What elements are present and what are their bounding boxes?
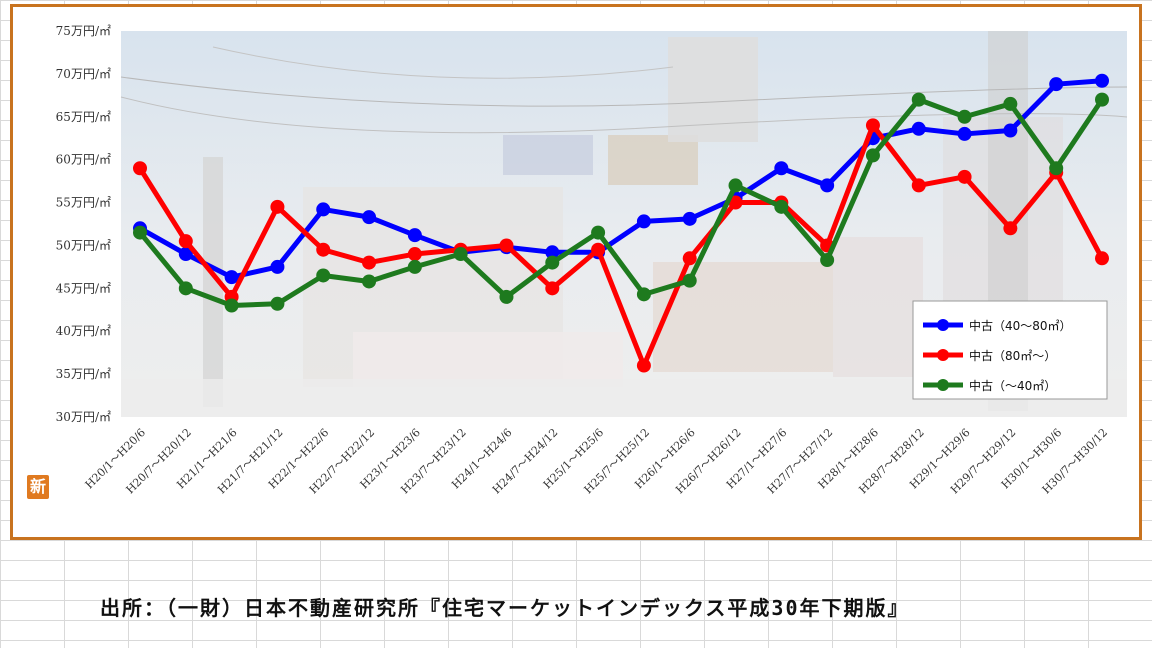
new-badge-icon: 新: [27, 475, 49, 499]
legend-label: 中古（～40㎡）: [969, 378, 1056, 393]
data-point: [682, 211, 697, 226]
data-point: [407, 228, 422, 243]
data-point: [316, 202, 331, 217]
data-point: [774, 161, 789, 176]
data-point: [133, 161, 147, 176]
legend-marker: [937, 349, 949, 361]
data-point: [1003, 123, 1018, 138]
data-point: [774, 199, 789, 214]
data-point: [911, 92, 926, 107]
legend-marker: [937, 319, 949, 331]
data-point: [545, 255, 560, 270]
y-tick-label: 35万円/㎡: [56, 367, 111, 381]
data-point: [636, 358, 651, 373]
data-point: [178, 234, 193, 249]
data-point: [1003, 221, 1018, 236]
legend-label: 中古（80㎡～）: [969, 348, 1056, 363]
data-point: [682, 251, 697, 266]
series-line: [137, 122, 1105, 369]
y-tick-label: 65万円/㎡: [56, 110, 111, 124]
chart-frame: 30万円/㎡ 35万円/㎡ 40万円/㎡ 45万円/㎡ 50万円/㎡ 55万円/㎡ 60万円…: [10, 4, 1142, 540]
data-point: [728, 178, 743, 193]
y-tick-label: 55万円/㎡: [56, 196, 111, 210]
plot-background-photo: [120, 31, 1128, 417]
data-point: [270, 199, 285, 214]
y-tick-label: 30万円/㎡: [56, 410, 111, 424]
data-point: [1095, 92, 1109, 107]
data-point: [270, 296, 285, 311]
source-caption: 出所：（一財）日本不動産研究所『住宅マーケットインデックス平成30年下期版』: [100, 596, 910, 620]
data-point: [957, 109, 972, 124]
data-point: [1003, 96, 1018, 111]
data-point: [1095, 73, 1109, 88]
data-point: [820, 253, 835, 268]
data-point: [362, 255, 377, 270]
y-tick-label: 45万円/㎡: [56, 281, 111, 295]
data-point: [1049, 77, 1064, 92]
y-tick-label: 60万円/㎡: [56, 153, 111, 167]
data-point: [911, 121, 926, 136]
data-point: [636, 287, 651, 302]
data-point: [224, 270, 239, 285]
legend: 中古（40～80㎡） 中古（80㎡～） 中古（～40㎡）: [912, 300, 1108, 400]
y-tick-label: 40万円/㎡: [56, 324, 111, 338]
legend-label: 中古（40～80㎡）: [969, 318, 1072, 333]
data-point: [407, 259, 422, 274]
data-point: [682, 273, 697, 288]
data-point: [316, 268, 331, 283]
y-tick-label: 70万円/㎡: [56, 67, 111, 81]
data-point: [957, 169, 972, 184]
data-point: [545, 245, 560, 260]
series-3: [133, 92, 1109, 313]
data-point: [636, 214, 651, 229]
data-point: [957, 126, 972, 141]
data-point: [133, 225, 147, 240]
data-point: [591, 242, 606, 257]
legend-marker: [937, 379, 949, 391]
data-point: [820, 178, 835, 193]
data-point: [270, 259, 285, 274]
series-line: [138, 97, 1105, 308]
data-point: [499, 289, 514, 304]
data-point: [865, 148, 880, 163]
y-tick-label: 50万円/㎡: [56, 238, 111, 252]
y-tick-label: 75万円/㎡: [56, 24, 111, 38]
data-point: [316, 242, 331, 257]
data-point: [911, 178, 926, 193]
data-point: [728, 195, 743, 210]
data-point: [1095, 251, 1109, 266]
data-point: [865, 118, 880, 133]
data-point: [453, 247, 468, 262]
data-point: [178, 247, 193, 262]
data-point: [362, 274, 377, 289]
data-point: [591, 225, 606, 240]
data-point: [1049, 161, 1064, 176]
data-point: [178, 281, 193, 296]
data-point: [407, 247, 422, 262]
line-chart: 30万円/㎡ 35万円/㎡ 40万円/㎡ 45万円/㎡ 50万円/㎡ 55万円/㎡ 60万円…: [56, 24, 1128, 496]
data-point: [545, 281, 560, 296]
data-point: [362, 210, 377, 225]
data-point: [499, 238, 514, 253]
series-2: [133, 118, 1109, 373]
data-point: [224, 298, 239, 313]
series-line: [138, 78, 1103, 280]
